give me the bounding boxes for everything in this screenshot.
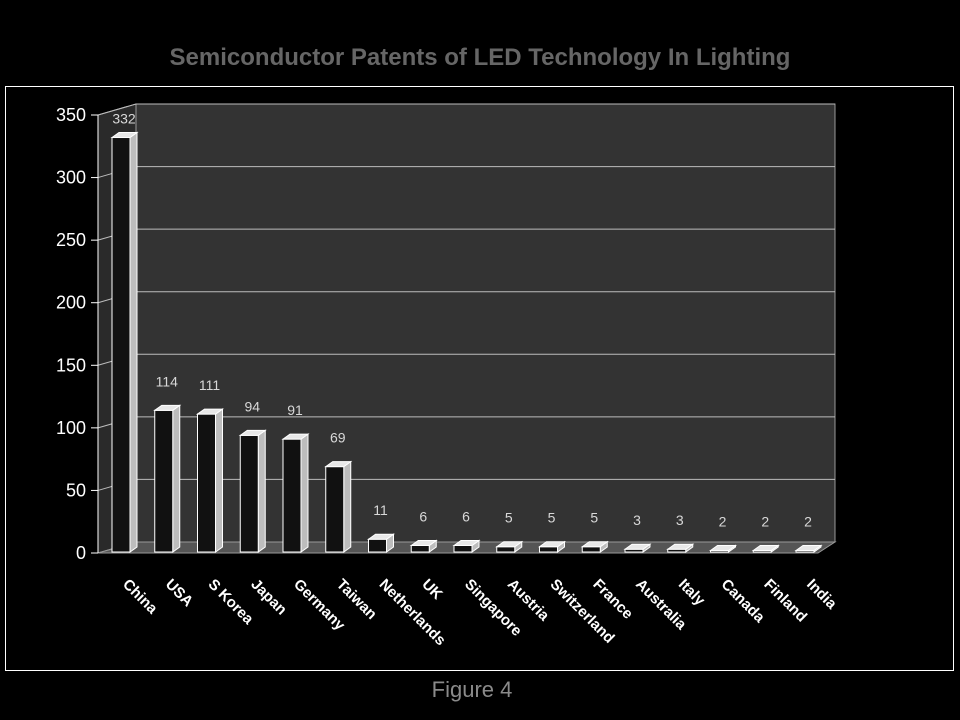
bar-front — [112, 138, 130, 552]
bar — [326, 462, 351, 552]
bar-front — [582, 547, 600, 552]
data-label: 111 — [199, 377, 220, 393]
bar-front — [326, 467, 344, 552]
bar-side — [173, 405, 180, 552]
bar-front — [411, 545, 429, 552]
bar-side — [258, 430, 265, 552]
data-label: 5 — [505, 510, 513, 526]
bar — [240, 430, 265, 552]
data-label: 3 — [633, 512, 641, 528]
data-label: 332 — [112, 111, 136, 127]
y-tick-label: 0 — [76, 543, 86, 563]
bar-side — [216, 409, 223, 552]
data-label: 5 — [590, 510, 598, 526]
bar-front — [497, 547, 515, 552]
bar-front — [454, 545, 472, 552]
data-label: 94 — [244, 398, 260, 414]
y-tick-label: 300 — [56, 168, 86, 188]
data-label: 2 — [719, 513, 727, 529]
data-label: 6 — [419, 508, 427, 524]
data-label: 69 — [330, 430, 346, 446]
bar — [411, 540, 436, 552]
chart: Semiconductor Patents of LED Technology … — [0, 0, 960, 720]
bar-front — [369, 539, 387, 552]
bar — [369, 534, 394, 552]
chart-title: Semiconductor Patents of LED Technology … — [170, 44, 791, 71]
y-tick-label: 150 — [56, 355, 86, 375]
bar-front — [283, 439, 301, 552]
data-label: 6 — [462, 508, 470, 524]
bar-side — [344, 462, 351, 552]
bar-side — [301, 434, 308, 552]
bar-front — [198, 414, 216, 552]
data-label: 91 — [287, 402, 303, 418]
data-label: 2 — [761, 513, 769, 529]
bar-side — [130, 133, 137, 552]
data-label: 2 — [804, 513, 812, 529]
bar — [155, 405, 180, 552]
y-tick-label: 350 — [56, 105, 86, 125]
y-tick-label: 100 — [56, 418, 86, 438]
data-label: 11 — [373, 502, 388, 518]
data-label: 3 — [676, 512, 684, 528]
bar — [454, 540, 479, 552]
bar — [283, 434, 308, 552]
y-tick-label: 50 — [66, 480, 86, 500]
figure-caption: Figure 4 — [432, 677, 513, 702]
bar-front — [240, 435, 258, 552]
bar-front — [540, 547, 558, 552]
y-tick-label: 200 — [56, 293, 86, 313]
bar — [112, 133, 137, 552]
y-tick-label: 250 — [56, 230, 86, 250]
bar-front — [155, 410, 173, 552]
data-label: 5 — [548, 510, 556, 526]
data-label: 114 — [156, 373, 179, 389]
bar — [198, 409, 223, 552]
